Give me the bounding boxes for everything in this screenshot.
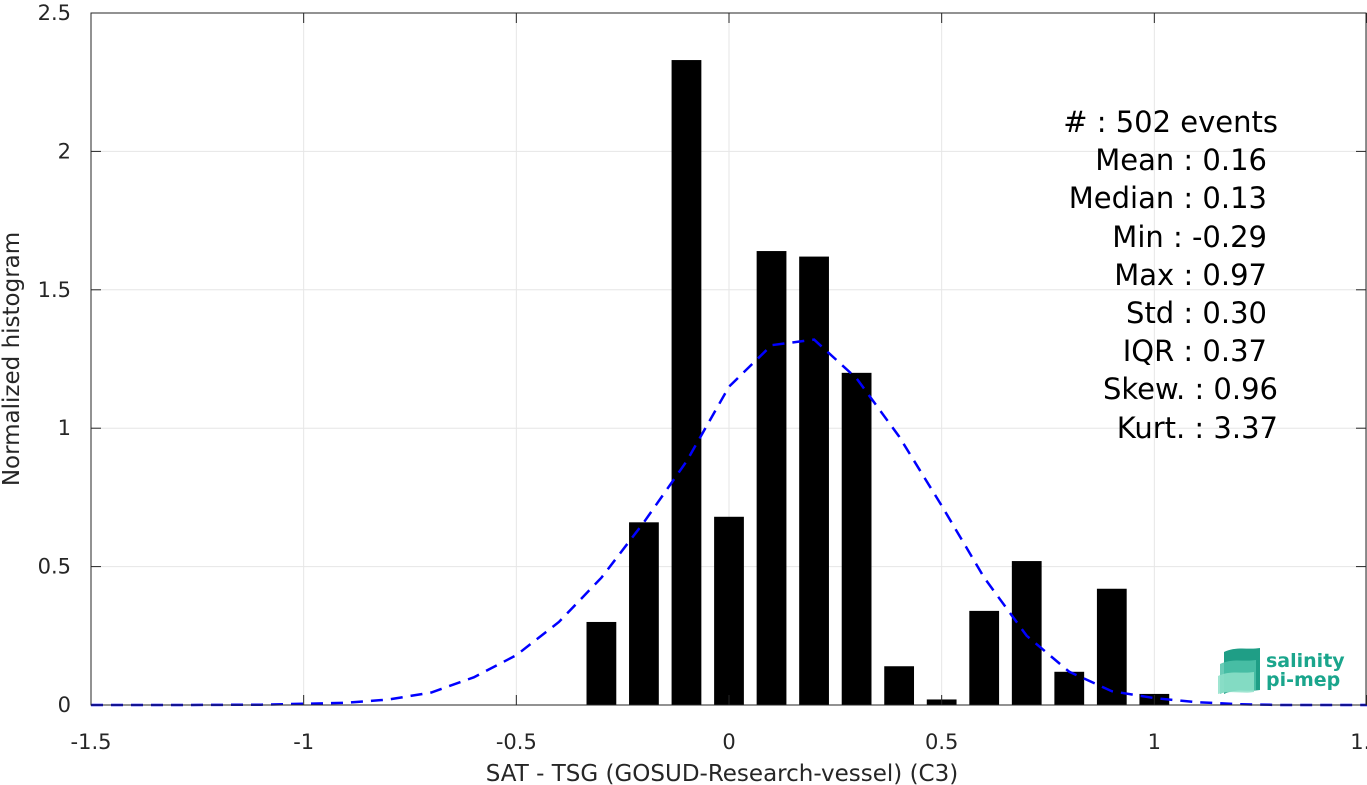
stat-min: Min : -0.29 bbox=[1112, 220, 1267, 254]
x-tick-labels: -1.5 -1 -0.5 0 0.5 1 1.5 bbox=[71, 730, 1367, 754]
histogram-bar bbox=[841, 372, 872, 705]
y-tick-label: 2.5 bbox=[38, 1, 71, 25]
histogram-bar bbox=[629, 522, 659, 705]
logo-waves-icon bbox=[1218, 648, 1260, 694]
histogram-bar bbox=[969, 610, 1000, 705]
stat-iqr: IQR : 0.37 bbox=[1123, 334, 1267, 368]
y-tick-labels: 0 0.5 1 1.5 2 2.5 bbox=[38, 1, 71, 717]
plot-axes bbox=[90, 12, 1367, 706]
histogram-bar bbox=[1011, 561, 1042, 705]
histogram-bar bbox=[1096, 588, 1127, 705]
salinity-pimep-logo: salinity pi-mep bbox=[1218, 648, 1345, 694]
stat-skew: Skew. : 0.96 bbox=[1103, 372, 1278, 406]
y-tick-label: 1 bbox=[58, 416, 71, 440]
y-tick-label: 1.5 bbox=[38, 278, 71, 302]
histogram-bar bbox=[671, 60, 702, 705]
y-tick-label: 0.5 bbox=[38, 555, 71, 579]
histogram-bar bbox=[756, 251, 787, 705]
histogram-bar bbox=[884, 666, 915, 705]
x-tick-label: 1 bbox=[1148, 730, 1161, 754]
stat-kurt: Kurt. : 3.37 bbox=[1117, 411, 1278, 445]
stat-max: Max : 0.97 bbox=[1114, 258, 1267, 292]
stat-mean: Mean : 0.16 bbox=[1095, 143, 1267, 177]
stat-median: Median : 0.13 bbox=[1069, 181, 1267, 215]
histogram-bars bbox=[586, 60, 1170, 705]
x-tick-label: -0.5 bbox=[496, 730, 537, 754]
y-axis-label: Normalized histogram bbox=[0, 232, 25, 486]
logo-text-line2: pi-mep bbox=[1266, 669, 1340, 691]
x-tick-label: 1.5 bbox=[1350, 730, 1367, 754]
x-tick-label: 0.5 bbox=[925, 730, 958, 754]
x-tick-label: -1.5 bbox=[71, 730, 112, 754]
x-tick-label: -1 bbox=[293, 730, 314, 754]
x-tick-label: 0 bbox=[722, 730, 735, 754]
histogram-bar bbox=[1054, 671, 1085, 705]
y-tick-label: 2 bbox=[58, 139, 71, 163]
x-axis-label: SAT - TSG (GOSUD-Research-vessel) (C3) bbox=[486, 761, 958, 785]
histogram-bar bbox=[714, 516, 744, 705]
statistics-box: # : 502 events Mean : 0.16 Median : 0.13… bbox=[1063, 105, 1278, 445]
stat-events: # : 502 events bbox=[1063, 105, 1278, 139]
y-tick-label: 0 bbox=[58, 693, 71, 717]
histogram-bar bbox=[586, 621, 617, 705]
stat-std: Std : 0.30 bbox=[1126, 296, 1267, 330]
logo-text-line1: salinity bbox=[1266, 650, 1345, 672]
histogram-bar bbox=[799, 256, 829, 705]
